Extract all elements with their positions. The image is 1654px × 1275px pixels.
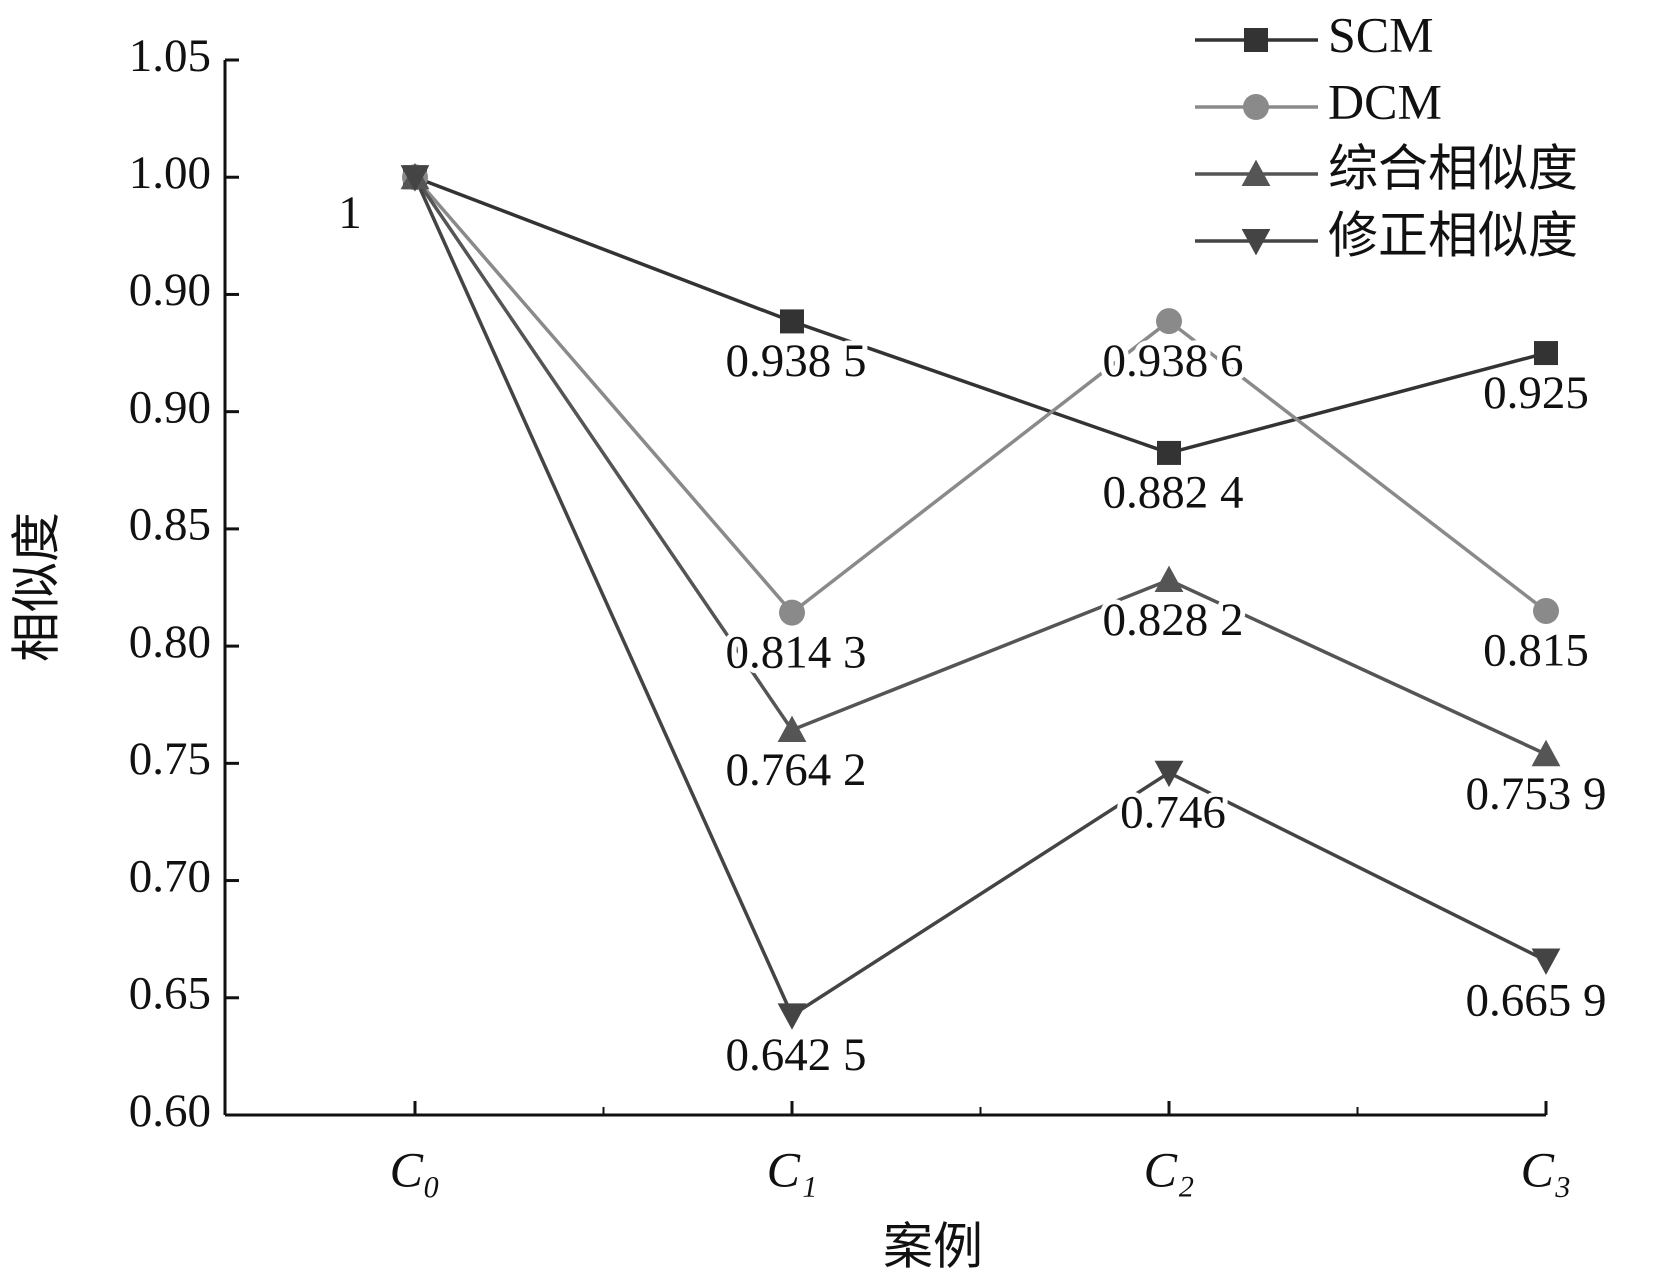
x-tick-label: C₂ — [1144, 1141, 1195, 1197]
data-point — [780, 309, 804, 334]
data-point — [1531, 948, 1561, 975]
y-tick-label: 0.60 — [129, 1085, 211, 1137]
data-label: 0.746 — [1120, 786, 1226, 838]
data-label: 0.938 6 — [1103, 335, 1244, 387]
data-label: 0.642 5 — [726, 1029, 867, 1081]
x-tick-label: C₁ — [767, 1141, 818, 1197]
data-label: 0.665 9 — [1466, 974, 1607, 1026]
y-tick-label: 1.05 — [129, 30, 211, 82]
y-tick-label: 0.80 — [129, 616, 211, 668]
x-tick-label: C₀ — [390, 1141, 441, 1197]
legend-label: DCM — [1328, 73, 1442, 129]
y-tick-label: 1.00 — [129, 147, 211, 199]
legend-label: 综合相似度 — [1328, 140, 1578, 196]
data-point — [1531, 739, 1561, 767]
data-point — [400, 165, 430, 192]
data-point — [1154, 760, 1184, 788]
data-label: 0.882 4 — [1103, 467, 1244, 519]
data-point — [1154, 565, 1184, 592]
legend-marker — [1244, 28, 1268, 52]
legend-marker — [1241, 229, 1271, 256]
data-label: 0.814 3 — [726, 626, 867, 678]
series-line — [413, 176, 1548, 615]
y-tick-label: 0.75 — [129, 733, 211, 785]
y-tick-label: 0.85 — [129, 499, 211, 551]
y-tick-label: 0.90 — [129, 264, 211, 316]
data-point — [777, 1003, 807, 1030]
data-label: 0.764 2 — [726, 744, 867, 796]
data-label: 0.753 9 — [1466, 768, 1607, 820]
data-point — [1533, 597, 1559, 624]
data-label: 0.815 — [1483, 625, 1589, 677]
x-axis-title: 案例 — [883, 1218, 983, 1275]
data-point — [1157, 440, 1181, 465]
data-label: 0.925 — [1483, 367, 1589, 419]
y-tick-label: 0.90 — [129, 381, 211, 433]
data-label: 1 — [338, 187, 362, 239]
data-point — [779, 599, 805, 626]
series-line — [413, 176, 1547, 756]
data-label: 0.938 5 — [726, 335, 867, 387]
legend-marker — [1241, 159, 1271, 186]
legend-marker — [1243, 94, 1269, 120]
y-tick-label: 0.70 — [129, 850, 211, 902]
data-label: 0.828 2 — [1103, 594, 1244, 646]
x-tick-label: C₃ — [1521, 1141, 1572, 1197]
y-tick-label: 0.65 — [129, 968, 211, 1020]
y-axis-title: 相似度 — [8, 512, 66, 662]
data-point — [777, 715, 807, 743]
series-line — [414, 175, 1547, 455]
legend-label: SCM — [1328, 6, 1434, 62]
data-point — [1534, 341, 1558, 366]
legend-label: 修正相似度 — [1328, 207, 1578, 263]
data-point — [1156, 308, 1182, 335]
series-line — [413, 176, 1547, 1018]
